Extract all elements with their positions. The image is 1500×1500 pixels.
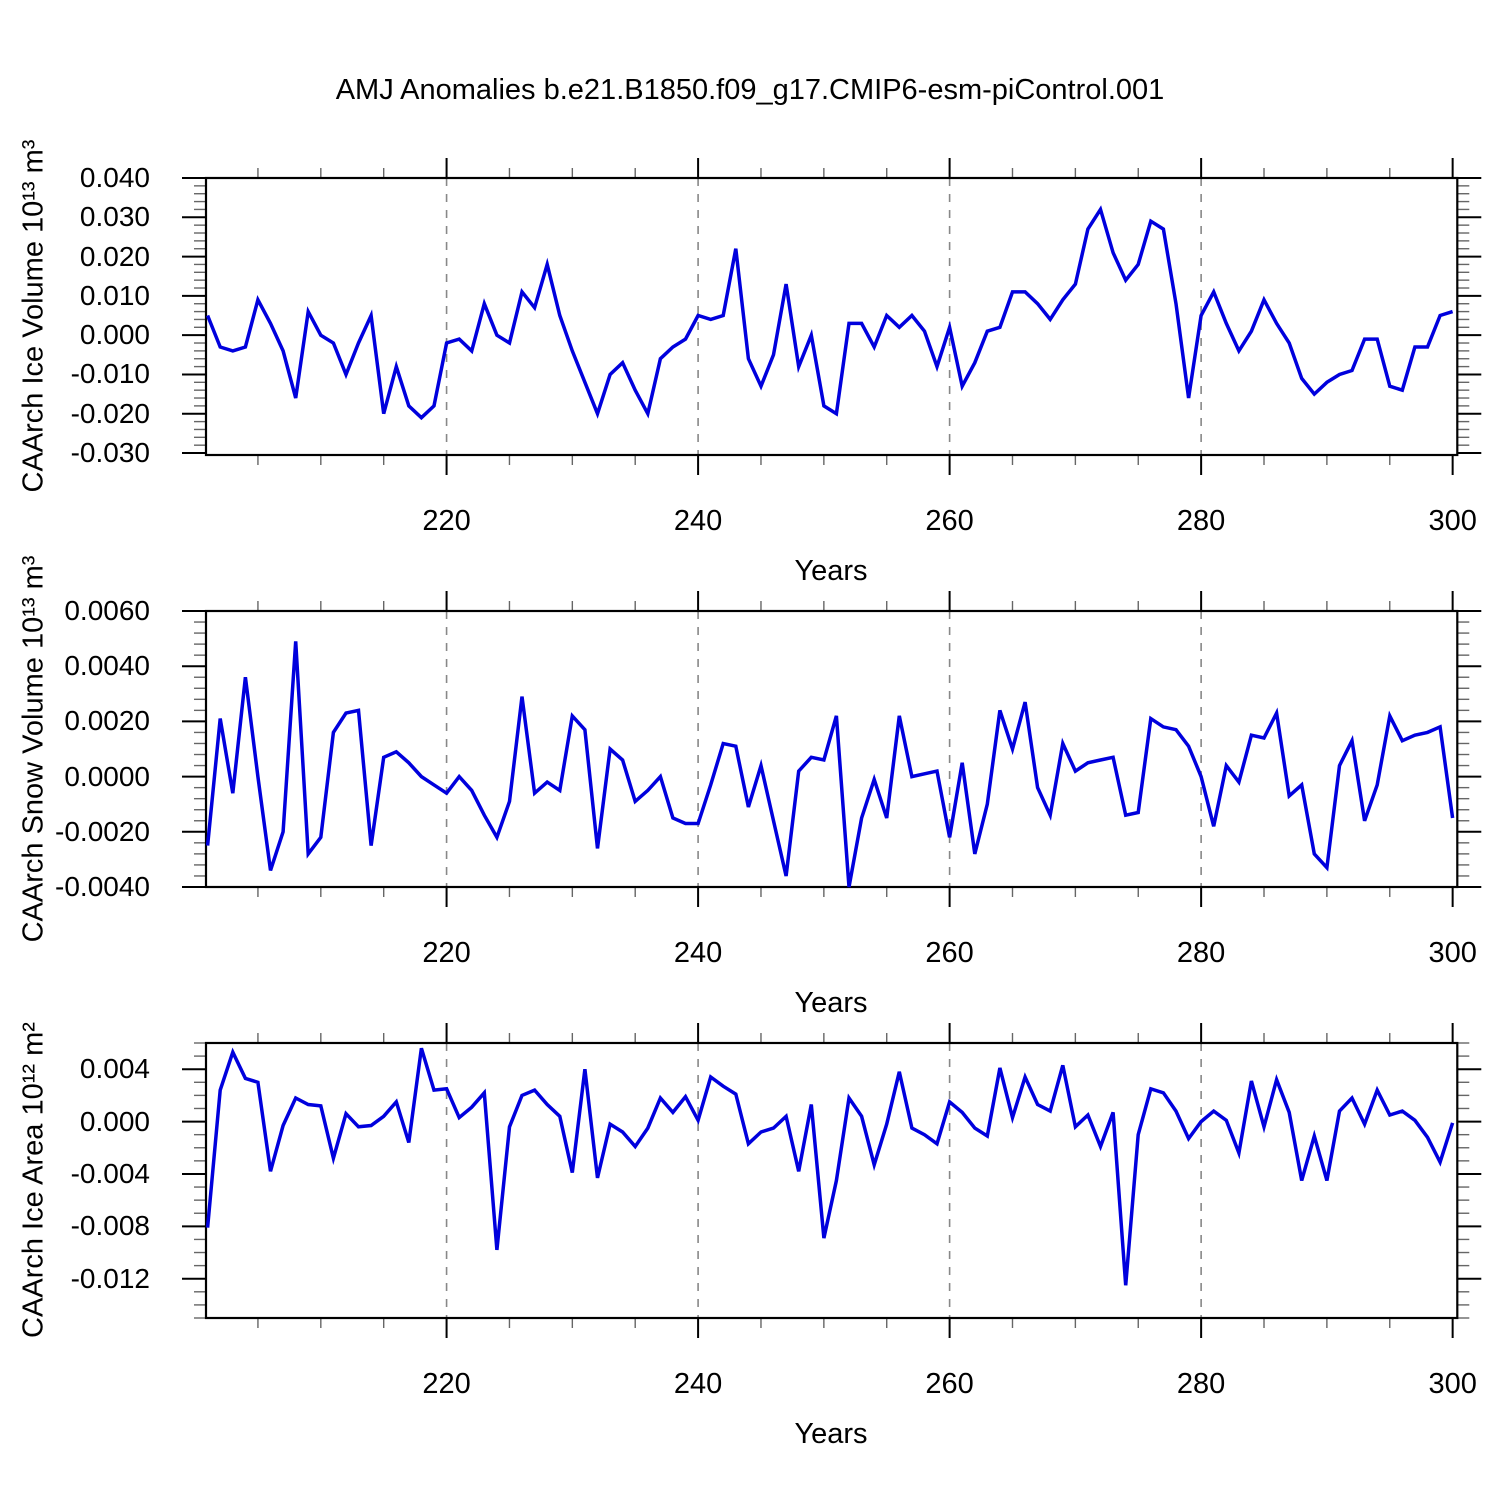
x-tick-label: 240 <box>673 1368 723 1400</box>
y-tick-label: 0.040 <box>79 162 150 193</box>
x-tick-label: 280 <box>1176 505 1226 537</box>
y-tick-label: 0.0040 <box>64 650 150 682</box>
data-line-2 <box>205 1047 1455 1286</box>
y-tick-label: 0.000 <box>79 319 150 351</box>
x-tick-label: 220 <box>422 937 471 969</box>
y-tick-label: -0.030 <box>70 437 150 469</box>
y-tick-label: -0.008 <box>70 1210 150 1242</box>
y-tick-label: 0.000 <box>79 1105 150 1137</box>
axes-box <box>204 609 1459 889</box>
data-line-1 <box>205 641 1455 888</box>
data-line-0 <box>205 205 1454 421</box>
y-tick-label: -0.010 <box>70 358 150 390</box>
y-tick-label: 0.010 <box>79 279 150 311</box>
y-tick-label: 0.0000 <box>64 760 150 792</box>
x-tick-label: 220 <box>422 505 471 537</box>
x-axis-title-years-3: Years <box>794 1418 868 1450</box>
x-tick-label: 300 <box>1428 505 1477 537</box>
x-tick-label: 300 <box>1428 937 1477 969</box>
x-tick-label: 260 <box>925 505 974 537</box>
x-tick-label: 220 <box>422 1368 471 1400</box>
x-tick-label: 240 <box>673 505 723 537</box>
axes-box <box>204 176 1459 457</box>
plot-area-1 <box>182 591 1482 907</box>
x-axis-title-years-1: Years <box>794 555 868 587</box>
y-tick-label: 0.004 <box>79 1053 150 1085</box>
x-tick-label: 260 <box>925 937 974 969</box>
x-tick-label: 260 <box>925 1368 974 1400</box>
y-tick-label: -0.004 <box>70 1157 150 1189</box>
x-tick-label: 300 <box>1428 1368 1477 1400</box>
axes-box <box>204 1041 1459 1320</box>
x-tick-label: 240 <box>673 937 723 969</box>
x-axis-title-years-2: Years <box>794 987 868 1019</box>
y-tick-label: -0.020 <box>70 397 150 429</box>
y-tick-label: -0.0020 <box>55 815 150 847</box>
plot-area-0 <box>182 158 1482 475</box>
x-tick-label: 280 <box>1176 1368 1226 1400</box>
plot-area-2 <box>182 1023 1482 1338</box>
y-tick-label: -0.0040 <box>55 871 150 902</box>
y-tick-label: 0.0020 <box>64 705 150 737</box>
y-tick-label: 0.020 <box>79 240 150 272</box>
y-tick-label: 0.0060 <box>64 595 150 626</box>
x-tick-label: 280 <box>1176 937 1226 969</box>
figure-title: AMJ Anomalies b.e21.B1850.f09_g17.CMIP6-… <box>335 74 1165 106</box>
y-tick-label: -0.012 <box>70 1262 150 1294</box>
y-tick-label: 0.030 <box>79 201 150 233</box>
